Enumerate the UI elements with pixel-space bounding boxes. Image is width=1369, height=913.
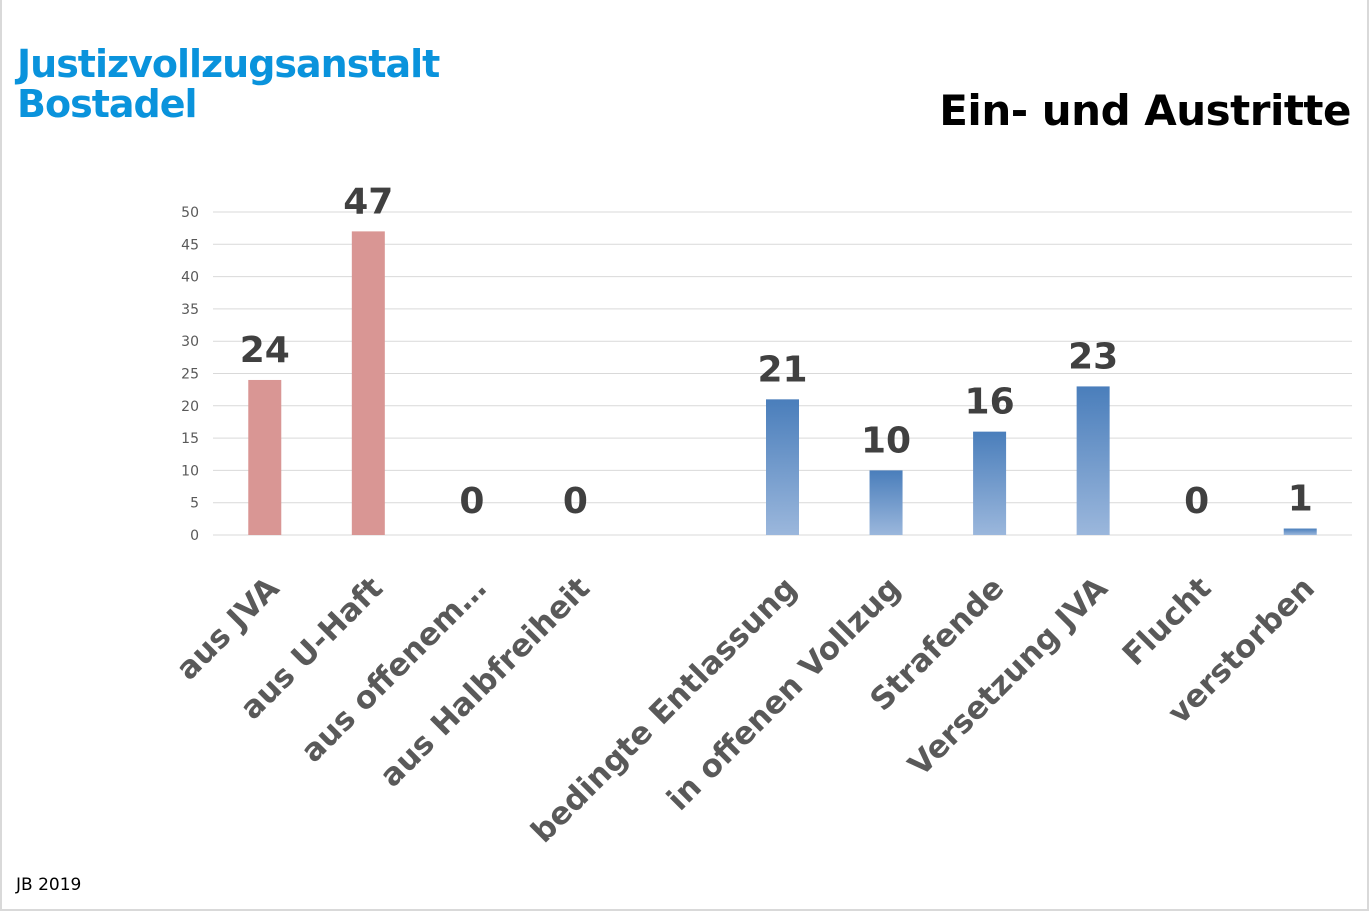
footer-note: JB 2019 bbox=[16, 875, 82, 895]
bar-exit bbox=[1283, 528, 1317, 535]
bar-entry bbox=[248, 379, 282, 535]
category-label: Versetzung JVA bbox=[902, 570, 1115, 783]
y-tick-label: 30 bbox=[181, 334, 199, 350]
y-tick-label: 40 bbox=[181, 270, 199, 286]
data-label: 21 bbox=[757, 349, 807, 390]
data-label: 47 bbox=[343, 181, 393, 222]
org-line-1: Justizvollzugsanstalt bbox=[17, 42, 440, 86]
data-label: 16 bbox=[965, 382, 1015, 423]
data-label: 0 bbox=[563, 481, 588, 522]
y-tick-label: 10 bbox=[181, 463, 199, 479]
data-label: 24 bbox=[240, 330, 290, 371]
bar-exit bbox=[869, 470, 903, 535]
data-label: 10 bbox=[861, 420, 911, 461]
y-tick-label: 15 bbox=[181, 431, 199, 447]
bar-entry bbox=[351, 231, 385, 535]
y-tick-label: 0 bbox=[190, 528, 199, 544]
data-label: 23 bbox=[1068, 336, 1118, 377]
category-label: Flucht bbox=[1116, 570, 1219, 673]
data-label: 0 bbox=[459, 481, 484, 522]
y-tick-label: 20 bbox=[181, 399, 199, 415]
category-label: aus offenem… bbox=[294, 570, 493, 769]
bars bbox=[248, 231, 1317, 535]
data-label: 0 bbox=[1184, 481, 1209, 522]
organization-name: Justizvollzugsanstalt Bostadel bbox=[17, 42, 440, 126]
data-labels: 24 47 0 0 21 10 16 23 0 1 bbox=[240, 181, 1313, 522]
y-tick-label: 25 bbox=[181, 367, 199, 383]
y-tick-label: 35 bbox=[181, 302, 199, 318]
bar-exit bbox=[1076, 386, 1110, 535]
bar-exit bbox=[766, 399, 799, 535]
org-line-2: Bostadel bbox=[17, 82, 198, 126]
data-label: 1 bbox=[1288, 479, 1313, 520]
y-axis-ticks: 0 5 10 15 20 25 30 35 40 45 50 bbox=[181, 205, 199, 544]
y-tick-label: 5 bbox=[190, 496, 199, 512]
y-tick-label: 45 bbox=[181, 237, 199, 253]
bar-exit bbox=[973, 431, 1007, 535]
chart-title: Ein- und Austritte bbox=[939, 86, 1351, 135]
y-tick-label: 50 bbox=[181, 205, 199, 221]
